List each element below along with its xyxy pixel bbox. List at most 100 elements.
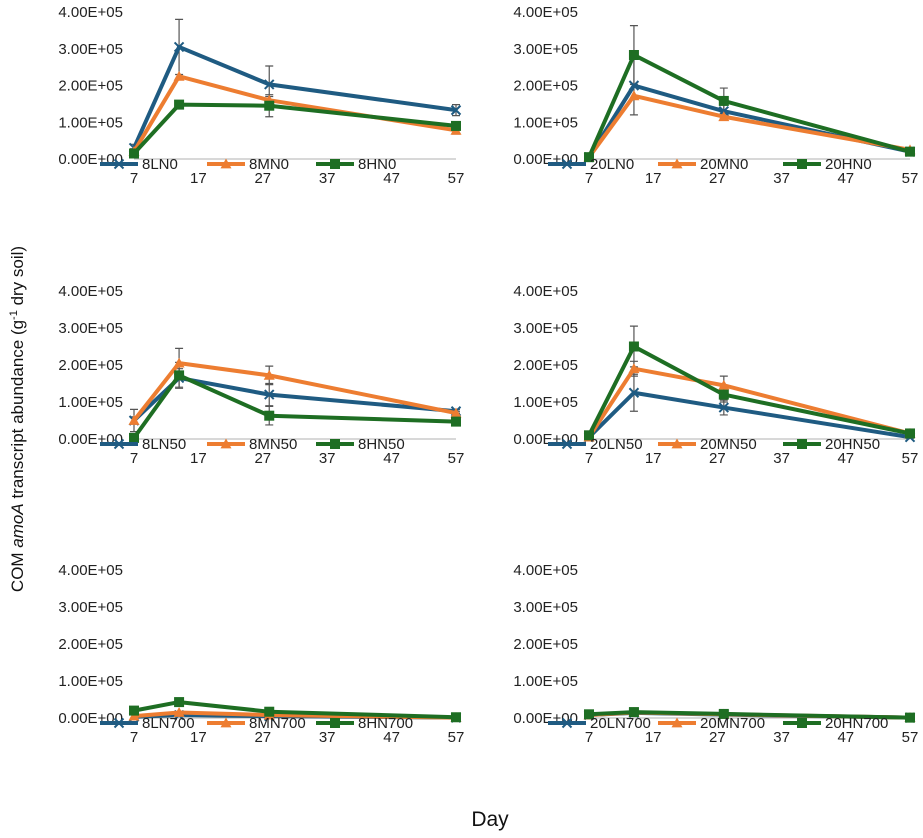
data-point-20HN0 xyxy=(718,95,729,106)
legend-marker xyxy=(330,439,340,449)
series-line-20MN50 xyxy=(587,366,911,439)
y-tick-label: 1.00E+05 xyxy=(58,673,123,690)
data-point-20LN50 xyxy=(718,402,730,413)
data-point-20HN700 xyxy=(718,708,729,719)
legend-label: 20HN700 xyxy=(825,715,888,732)
data-point-8MN0 xyxy=(173,70,185,81)
data-point-8HN50 xyxy=(264,410,275,421)
legend-marker xyxy=(330,159,340,169)
legend-label: 8MN0 xyxy=(249,156,289,173)
legend-label: 8MN50 xyxy=(249,436,297,453)
legend-item-8MN0: 8MN0 xyxy=(207,156,289,173)
y-tick-label: 2.00E+05 xyxy=(513,636,578,653)
x-tick-label: 17 xyxy=(645,170,662,187)
legend-label: 8HN0 xyxy=(358,156,396,173)
data-point-8MN50 xyxy=(450,407,462,418)
y-tick-label: 1.00E+05 xyxy=(513,673,578,690)
legend-marker xyxy=(561,158,573,170)
legend-label: 20MN700 xyxy=(700,715,765,732)
y-tick-label: 1.00E+05 xyxy=(58,114,123,131)
data-point-8LN50 xyxy=(264,389,275,400)
legend-label: 20HN50 xyxy=(825,436,880,453)
data-point-8HN50 xyxy=(174,370,185,381)
series-line-8MN50 xyxy=(132,361,457,422)
x-tick-label: 27 xyxy=(254,450,271,467)
panel-4: 0.00E+001.00E+052.00E+053.00E+054.00E+05… xyxy=(513,283,918,467)
x-tick-label: 17 xyxy=(645,729,662,746)
y-tick-label: 1.00E+05 xyxy=(513,114,578,131)
data-point-8LN0 xyxy=(264,79,275,90)
y-tick-label: 3.00E+05 xyxy=(58,41,123,58)
x-tick-label: 27 xyxy=(709,729,726,746)
x-tick-label: 7 xyxy=(585,729,593,746)
data-point-8HN0 xyxy=(451,120,461,131)
legend-marker xyxy=(113,717,125,729)
data-point-8HN0 xyxy=(174,99,185,110)
y-tick-label: 4.00E+05 xyxy=(58,562,123,579)
x-tick-label: 27 xyxy=(709,170,726,187)
series-line-20HN0 xyxy=(587,52,911,158)
y-tick-label: 2.00E+05 xyxy=(58,636,123,653)
series-line-8HN0 xyxy=(132,102,457,155)
x-tick-label: 47 xyxy=(383,170,400,187)
panels: 0.00E+001.00E+052.00E+053.00E+054.00E+05… xyxy=(58,4,918,746)
legend-marker xyxy=(220,158,232,169)
y-tick-label: 3.00E+05 xyxy=(513,41,578,58)
legend-marker xyxy=(330,718,340,728)
data-point-20HN700 xyxy=(628,707,639,718)
data-point-20HN0 xyxy=(905,146,915,157)
legend-item-20HN700: 20HN700 xyxy=(783,715,888,732)
data-point-8HN0 xyxy=(264,100,275,111)
legend-item-8LN50: 8LN50 xyxy=(100,436,186,453)
legend-item-8MN700: 8MN700 xyxy=(207,715,306,732)
y-tick-label: 4.00E+05 xyxy=(513,283,578,300)
x-tick-label: 57 xyxy=(902,729,919,746)
data-point-8LN0 xyxy=(173,41,185,53)
legend-item-20MN700: 20MN700 xyxy=(658,715,765,732)
legend-item-8LN0: 8LN0 xyxy=(100,156,178,173)
legend-item-8HN0: 8HN0 xyxy=(316,156,396,173)
y-tick-label: 3.00E+05 xyxy=(513,320,578,337)
x-tick-label: 37 xyxy=(773,729,790,746)
legend-item-20MN50: 20MN50 xyxy=(658,436,757,453)
y-tick-label: 2.00E+05 xyxy=(513,78,578,95)
data-point-8HN700 xyxy=(451,712,461,723)
y-axis-label: COM amoA transcript abundance (g-1 dry s… xyxy=(8,246,27,592)
legend-marker xyxy=(671,438,683,449)
legend-marker xyxy=(671,717,683,728)
legend-label: 8HN700 xyxy=(358,715,413,732)
legend-item-20LN0: 20LN0 xyxy=(548,156,634,173)
data-point-20LN0 xyxy=(628,80,640,91)
legend-label: 20LN50 xyxy=(590,436,643,453)
x-tick-label: 57 xyxy=(448,729,465,746)
series-line-8LN0 xyxy=(132,44,457,149)
data-point-20HN50 xyxy=(584,430,594,441)
x-tick-label: 17 xyxy=(190,450,207,467)
legend-label: 20LN700 xyxy=(590,715,651,732)
legend-marker xyxy=(797,159,807,169)
y-tick-label: 3.00E+05 xyxy=(58,320,123,337)
data-point-20HN0 xyxy=(584,152,594,163)
data-point-20HN50 xyxy=(905,428,915,439)
x-tick-label: 17 xyxy=(645,450,662,467)
data-point-8MN50 xyxy=(173,357,185,368)
data-point-20LN50 xyxy=(628,387,640,398)
y-tick-label: 3.00E+05 xyxy=(58,599,123,616)
legend-marker xyxy=(113,158,125,170)
panel-2: 0.00E+001.00E+052.00E+053.00E+054.00E+05… xyxy=(513,4,918,187)
x-tick-label: 47 xyxy=(837,450,854,467)
legend-marker xyxy=(561,438,573,450)
panel-1: 0.00E+001.00E+052.00E+053.00E+054.00E+05… xyxy=(58,4,464,187)
panel-6: 0.00E+001.00E+052.00E+053.00E+054.00E+05… xyxy=(513,562,918,746)
data-point-20HN50 xyxy=(628,341,639,352)
data-point-8HN700 xyxy=(129,705,139,716)
legend-label: 20MN0 xyxy=(700,156,748,173)
legend-marker xyxy=(220,438,232,449)
legend-label: 20MN50 xyxy=(700,436,757,453)
panel-3: 0.00E+001.00E+052.00E+053.00E+054.00E+05… xyxy=(58,283,464,467)
legend-label: 8LN0 xyxy=(142,156,178,173)
y-tick-label: 2.00E+05 xyxy=(58,357,123,374)
y-tick-label: 1.00E+05 xyxy=(513,394,578,411)
x-tick-label: 47 xyxy=(383,729,400,746)
y-tick-label: 4.00E+05 xyxy=(58,283,123,300)
